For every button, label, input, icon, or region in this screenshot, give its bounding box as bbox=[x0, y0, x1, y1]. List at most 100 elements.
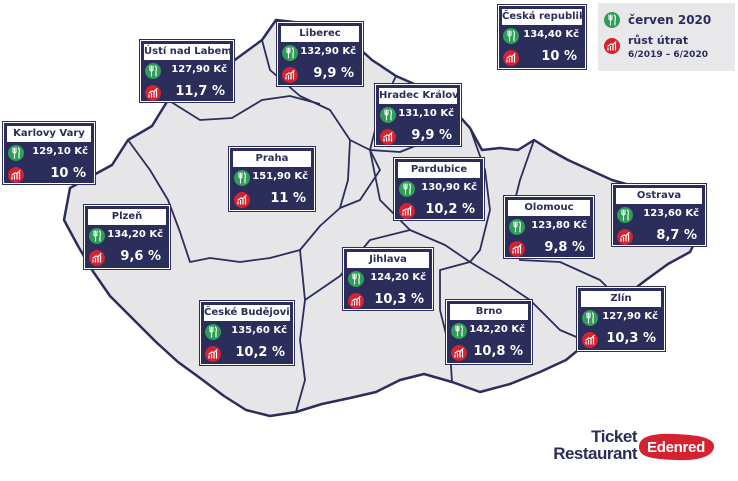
growth-chart-icon bbox=[205, 346, 221, 362]
growth-chart-icon bbox=[145, 85, 161, 101]
price-value: 135,60 Kč bbox=[231, 325, 287, 336]
growth-value: 10,3 % bbox=[374, 292, 424, 307]
growth-row: 10,3 % bbox=[578, 329, 664, 351]
growth-chart-icon bbox=[604, 38, 620, 54]
legend-growth-period: 6/2019 – 6/2020 bbox=[628, 50, 708, 60]
region-name: Zlín bbox=[581, 291, 661, 307]
growth-row: 11 % bbox=[230, 189, 314, 211]
price-value: 124,20 Kč bbox=[370, 272, 426, 283]
legend-growth-label: růst útrat bbox=[628, 34, 689, 47]
region-card-pardubice: Pardubice 130,90 Kč 10,2 % bbox=[394, 158, 484, 220]
region-card-liberec: Liberec 132,90 Kč 9,9 % bbox=[277, 22, 363, 86]
price-value: 127,90 Kč bbox=[602, 311, 658, 322]
growth-value: 10 % bbox=[541, 49, 577, 64]
legend-price-label: červen 2020 bbox=[628, 13, 712, 27]
price-row: 127,90 Kč bbox=[578, 307, 664, 329]
price-value: 131,10 Kč bbox=[398, 108, 454, 119]
price-value: 132,90 Kč bbox=[300, 46, 356, 57]
growth-chart-icon bbox=[451, 345, 467, 361]
growth-chart-icon bbox=[234, 192, 250, 208]
region-card-jihlava: Jihlava 124,20 Kč 10,3 % bbox=[343, 248, 433, 310]
edenred-wordmark: Edenred bbox=[647, 439, 705, 456]
growth-row: 10,3 % bbox=[344, 290, 432, 312]
region-name: Česká republika bbox=[502, 9, 582, 25]
edenred-logo: Edenred bbox=[635, 432, 717, 462]
logo-line1: Ticket bbox=[591, 427, 637, 446]
growth-row: 9,9 % bbox=[376, 126, 460, 148]
growth-chart-icon bbox=[617, 229, 633, 245]
growth-row: 10,8 % bbox=[447, 342, 531, 364]
ticket-restaurant-logo: Ticket Restaurant Edenred bbox=[547, 428, 717, 468]
growth-value: 9,8 % bbox=[544, 240, 585, 255]
price-row: 134,40 Kč bbox=[499, 25, 585, 47]
growth-chart-icon bbox=[89, 250, 105, 266]
price-row: 124,20 Kč bbox=[344, 268, 432, 290]
growth-row: 11,7 % bbox=[141, 82, 233, 104]
price-row: 151,90 Kč bbox=[230, 167, 314, 189]
growth-chart-icon bbox=[380, 129, 396, 145]
cutlery-icon bbox=[617, 207, 633, 223]
price-value: 123,80 Kč bbox=[531, 220, 587, 231]
price-row: 127,90 Kč bbox=[141, 60, 233, 82]
region-card-plzen: Plzeň 134,20 Kč 9,6 % bbox=[84, 205, 170, 269]
region-card-karlovy: Karlovy Vary 129,10 Kč 10 % bbox=[3, 122, 95, 184]
growth-value: 11,7 % bbox=[175, 84, 225, 99]
cutlery-icon bbox=[8, 145, 24, 161]
growth-value: 8,7 % bbox=[656, 228, 697, 243]
growth-row: 8,7 % bbox=[613, 226, 705, 248]
growth-value: 9,6 % bbox=[120, 249, 161, 264]
growth-row: 10,2 % bbox=[395, 200, 483, 222]
region-name: Ústí nad Labem bbox=[144, 44, 230, 60]
logo-line2: Restaurant bbox=[553, 444, 637, 463]
growth-chart-icon bbox=[509, 241, 525, 257]
cutlery-icon bbox=[509, 219, 525, 235]
growth-value: 10,3 % bbox=[606, 331, 656, 346]
growth-row: 10,2 % bbox=[201, 343, 293, 365]
region-card-national: Česká republika 134,40 Kč 10 % bbox=[498, 5, 586, 69]
growth-chart-icon bbox=[399, 203, 415, 219]
growth-value: 9,9 % bbox=[313, 66, 354, 81]
region-name: Jihlava bbox=[347, 252, 429, 268]
region-name: Pardubice bbox=[398, 162, 480, 178]
region-card-zlin: Zlín 127,90 Kč 10,3 % bbox=[577, 287, 665, 351]
region-card-budejovice: České Budějovice 135,60 Kč 10,2 % bbox=[200, 301, 294, 365]
price-row: 123,60 Kč bbox=[613, 204, 705, 226]
price-value: 123,60 Kč bbox=[643, 208, 699, 219]
cutlery-icon bbox=[145, 63, 161, 79]
price-value: 130,90 Kč bbox=[421, 182, 477, 193]
region-name: České Budějovice bbox=[204, 305, 290, 321]
price-value: 127,90 Kč bbox=[171, 64, 227, 75]
region-name: Praha bbox=[233, 151, 311, 167]
price-row: 130,90 Kč bbox=[395, 178, 483, 200]
region-card-praha: Praha 151,90 Kč 11 % bbox=[229, 147, 315, 211]
price-row: 129,10 Kč bbox=[4, 142, 94, 164]
cutlery-icon bbox=[451, 323, 467, 339]
cutlery-icon bbox=[234, 170, 250, 186]
region-name: Olomouc bbox=[508, 200, 590, 216]
growth-row: 9,8 % bbox=[505, 238, 593, 260]
region-name: Karlovy Vary bbox=[7, 126, 91, 142]
growth-chart-icon bbox=[282, 67, 298, 83]
price-value: 129,10 Kč bbox=[32, 146, 88, 157]
growth-value: 10,2 % bbox=[235, 345, 285, 360]
price-row: 135,60 Kč bbox=[201, 321, 293, 343]
cutlery-icon bbox=[205, 324, 221, 340]
growth-chart-icon bbox=[503, 50, 519, 66]
price-value: 134,40 Kč bbox=[523, 29, 579, 40]
cutlery-icon bbox=[503, 28, 519, 44]
region-card-brno: Brno 142,20 Kč 10,8 % bbox=[446, 300, 532, 364]
growth-row: 9,6 % bbox=[85, 247, 169, 269]
price-row: 131,10 Kč bbox=[376, 104, 460, 126]
region-card-usti: Ústí nad Labem 127,90 Kč 11,7 % bbox=[140, 40, 234, 102]
growth-value: 10 % bbox=[50, 166, 86, 181]
price-row: 142,20 Kč bbox=[447, 320, 531, 342]
region-name: Plzeň bbox=[88, 209, 166, 225]
region-card-ostrava: Ostrava 123,60 Kč 8,7 % bbox=[612, 184, 706, 246]
cutlery-icon bbox=[89, 228, 105, 244]
region-name: Liberec bbox=[281, 26, 359, 42]
cutlery-icon bbox=[604, 12, 620, 28]
growth-value: 10,2 % bbox=[425, 202, 475, 217]
price-value: 151,90 Kč bbox=[252, 171, 308, 182]
region-name: Ostrava bbox=[616, 188, 702, 204]
price-value: 134,20 Kč bbox=[107, 229, 163, 240]
